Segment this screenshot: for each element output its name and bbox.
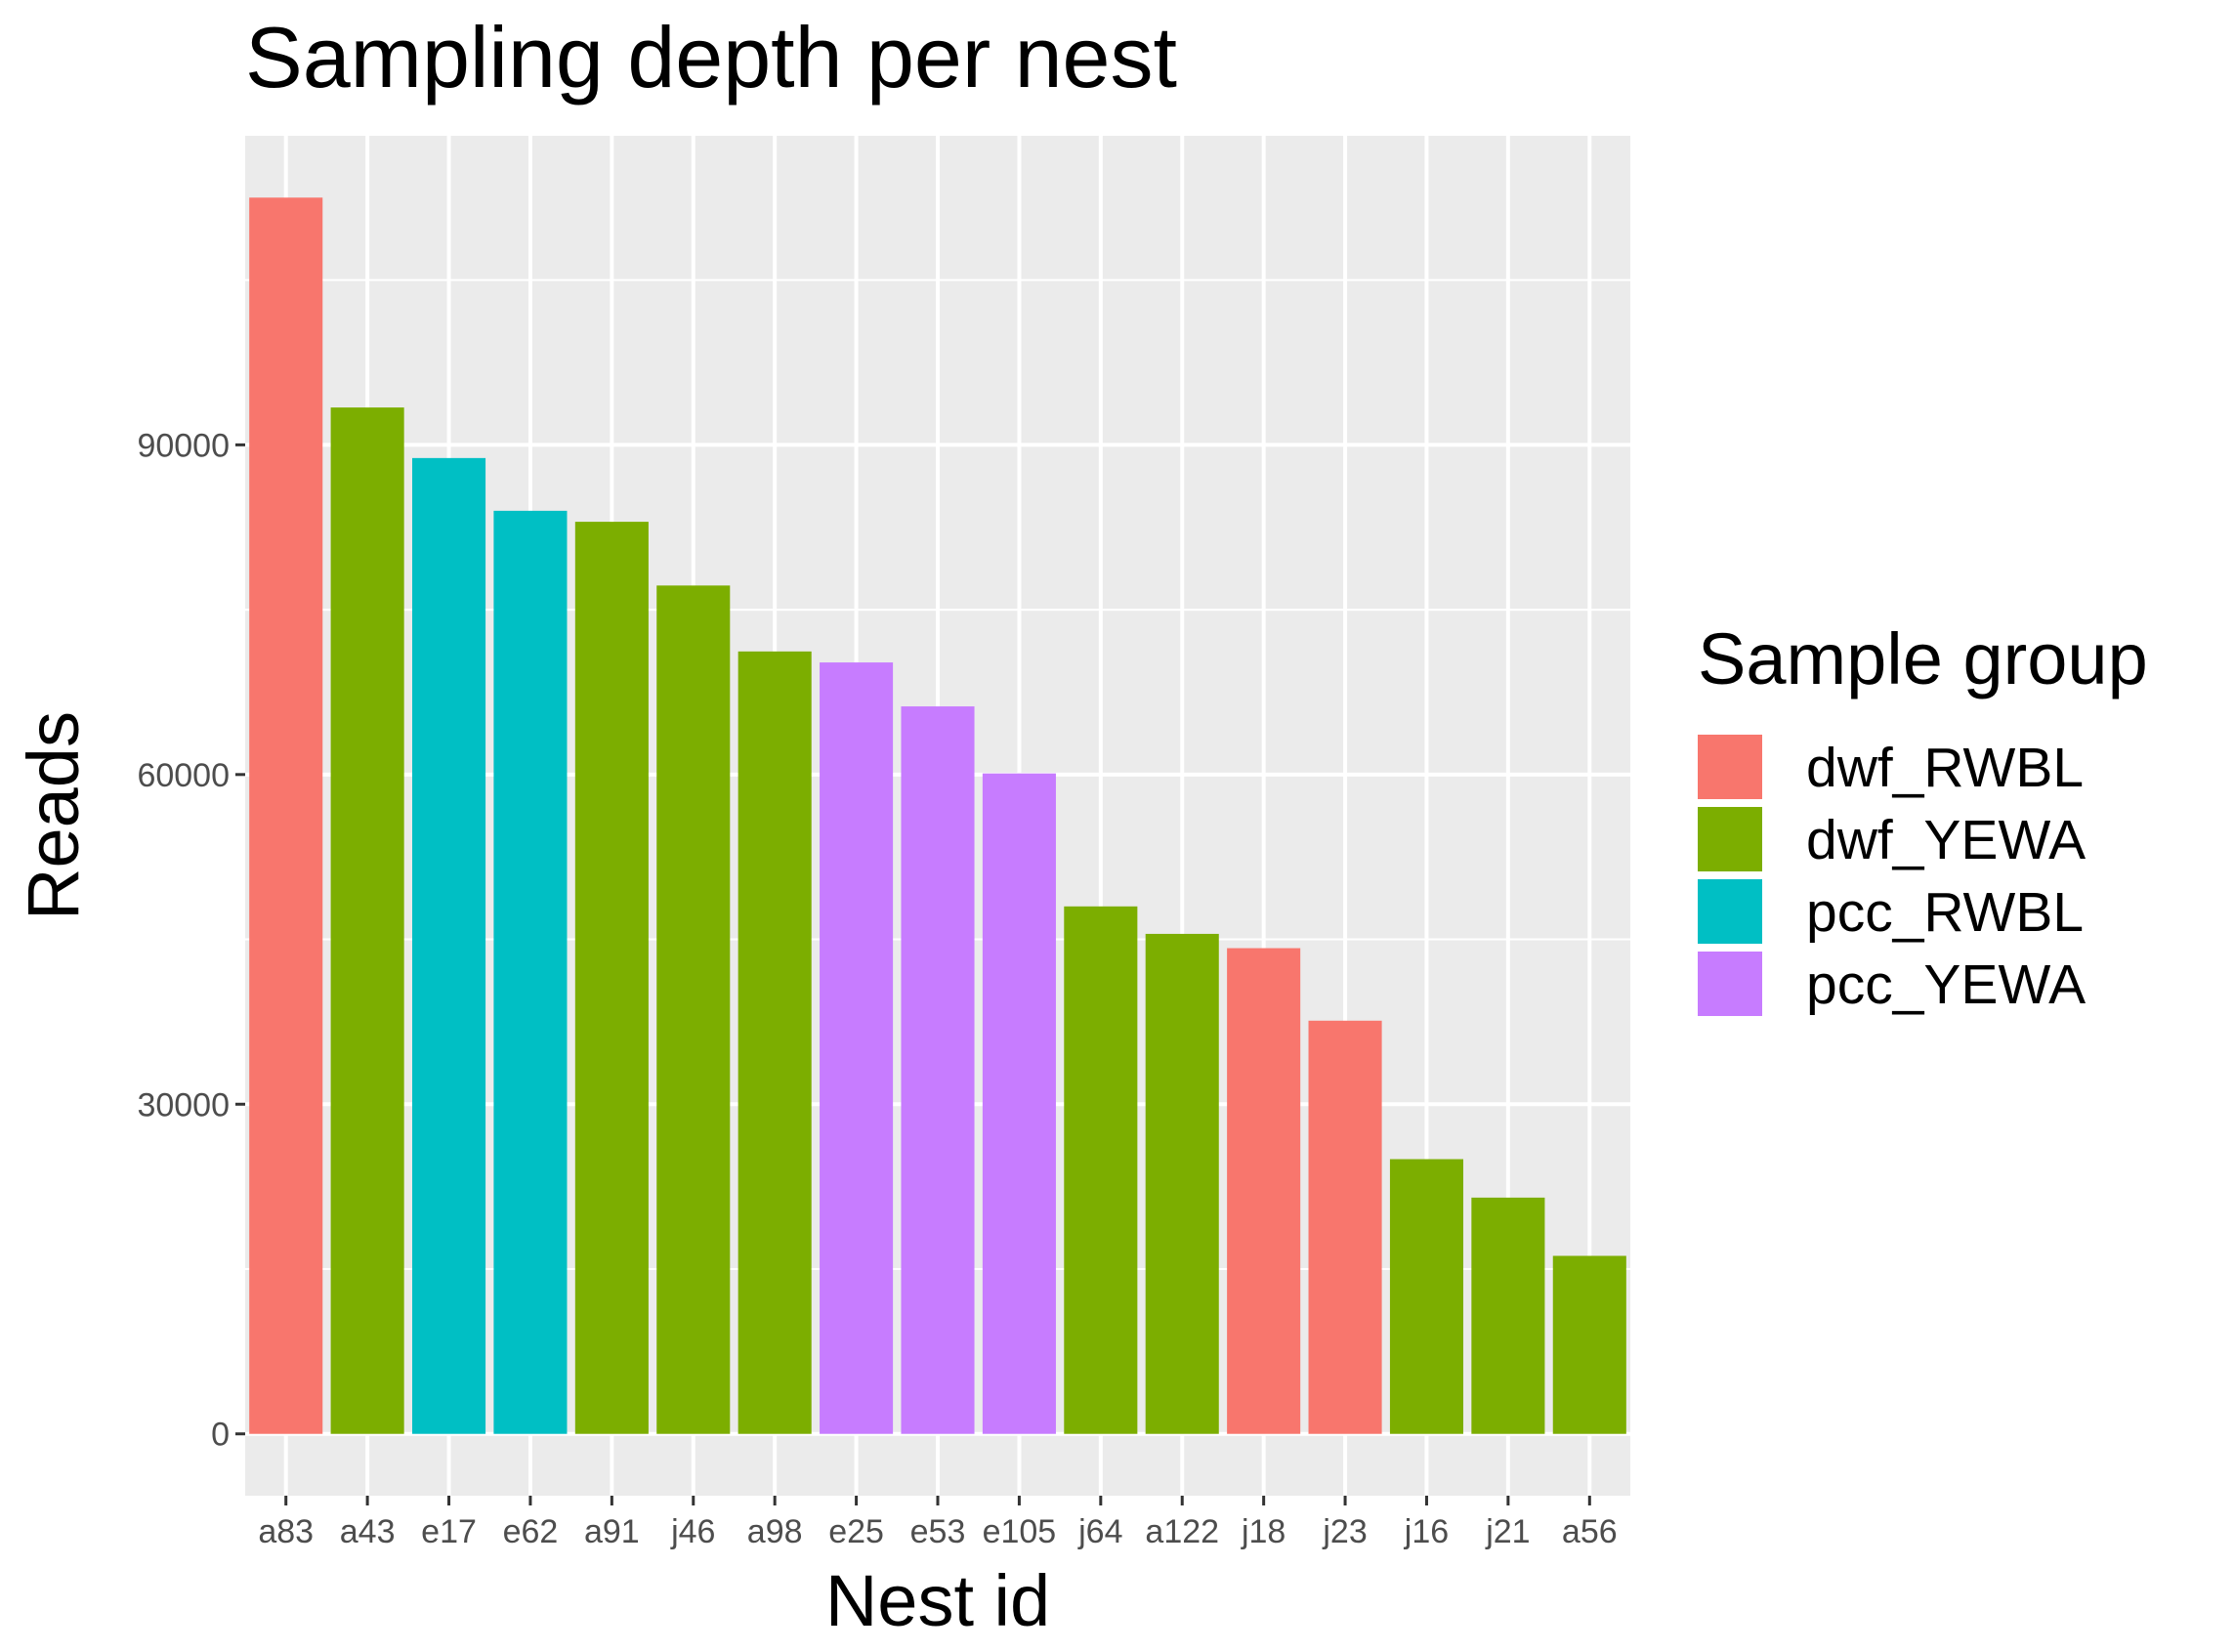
bar-j46: [656, 585, 731, 1434]
bar-e53: [901, 706, 975, 1434]
x-tick-label: j23: [1322, 1513, 1367, 1550]
x-tick-label: j21: [1485, 1513, 1530, 1550]
bar-j21: [1471, 1197, 1545, 1434]
legend-title: Sample group: [1698, 618, 2148, 699]
x-tick-label: e25: [828, 1513, 884, 1550]
bar-a56: [1552, 1255, 1626, 1434]
x-tick-label: e62: [503, 1513, 559, 1550]
chart-title: Sampling depth per nest: [245, 9, 1177, 106]
legend-key-dwf_YEWA: [1698, 807, 1762, 871]
bar-a98: [738, 651, 812, 1434]
legend-label: pcc_YEWA: [1806, 953, 2086, 1016]
x-tick-label: a56: [1562, 1513, 1618, 1550]
x-tick-label: e53: [910, 1513, 966, 1550]
x-tick-label: e17: [421, 1513, 477, 1550]
y-axis: 0 30000 60000 90000: [137, 427, 245, 1454]
x-axis-label: Nest id: [825, 1560, 1050, 1641]
y-tick-label: 60000: [137, 757, 230, 794]
y-tick-label: 30000: [137, 1086, 230, 1123]
bar-a91: [574, 522, 649, 1434]
legend-key-pcc_YEWA: [1698, 952, 1762, 1016]
bar-j23: [1308, 1020, 1382, 1434]
x-tick-label: a98: [747, 1513, 803, 1550]
bar-j16: [1389, 1159, 1464, 1434]
legend: Sample group dwf_RWBL dwf_YEWA pcc_RWBLpcc…: [1698, 618, 2148, 1016]
bar-e25: [820, 662, 894, 1434]
x-tick-label: a83: [258, 1513, 314, 1550]
legend-label: pcc_RWBL: [1806, 881, 2084, 944]
x-tick-label: j64: [1077, 1513, 1122, 1550]
bar-a83: [249, 197, 323, 1434]
x-axis: a83 a43 e17 e62 a91 j46 a98 e25 e53 e105 j64 a122 j1…: [258, 1496, 1618, 1550]
y-tick-label: 90000: [137, 427, 230, 464]
x-tick-label: j16: [1404, 1513, 1449, 1550]
x-tick-label: j18: [1241, 1513, 1286, 1550]
bar-a43: [330, 407, 404, 1434]
bar-e62: [493, 510, 568, 1434]
bar-j18: [1227, 948, 1301, 1434]
y-axis-label: Reads: [13, 711, 94, 920]
legend-label: dwf_RWBL: [1806, 737, 2084, 799]
legend-label: dwf_YEWA: [1806, 809, 2086, 871]
bars: [249, 197, 1626, 1434]
x-tick-label: a91: [584, 1513, 640, 1550]
x-tick-label: e105: [983, 1513, 1057, 1550]
x-tick-label: a43: [340, 1513, 396, 1550]
legend-key-pcc_RWBL: [1698, 879, 1762, 944]
bar-a122: [1145, 933, 1219, 1434]
bar-e105: [982, 773, 1056, 1434]
x-tick-label: j46: [670, 1513, 715, 1550]
y-tick-label: 0: [211, 1417, 230, 1454]
x-tick-label: a122: [1145, 1513, 1219, 1550]
bar-j64: [1064, 906, 1138, 1434]
bar-e17: [411, 457, 486, 1434]
legend-entries: dwf_RWBL dwf_YEWA pcc_RWBL pcc_YEWA: [1698, 735, 2086, 1016]
legend-key-dwf_RWBL: [1698, 735, 1762, 799]
